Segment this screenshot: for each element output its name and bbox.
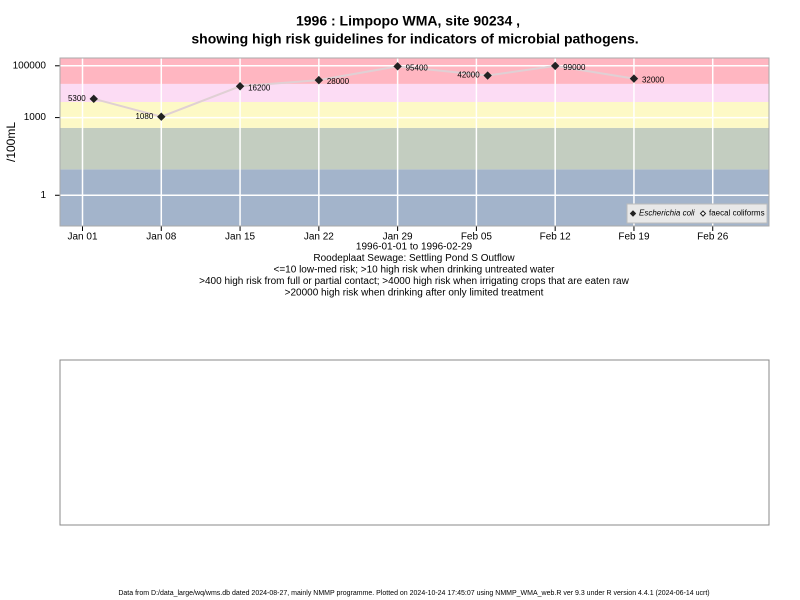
- y-axis-label: /100mL: [4, 122, 18, 162]
- data-point: [157, 112, 166, 121]
- plot-frame: [59, 57, 770, 227]
- x-tick-label: Jan 01: [67, 232, 97, 243]
- x-axis-label: 1996-01-01 to 1996-02-29: [356, 242, 473, 253]
- legend-marker: [699, 210, 707, 217]
- x-tick-label: Jan 08: [146, 232, 176, 243]
- data-point: [89, 94, 98, 104]
- risk-band: [60, 58, 769, 84]
- chart-title: 1996 : Limpopo WMA, site 90234 ,: [296, 13, 520, 29]
- footer: Data from D:/data_large/wq/wms.db dated …: [118, 590, 709, 597]
- y-tick-label: 1000: [24, 112, 47, 123]
- legend-label: faecal coliforms: [709, 209, 765, 218]
- legend-label: Escherichia coli: [639, 209, 695, 218]
- x-tick-label: Jan 29: [383, 232, 413, 243]
- data-point: [314, 75, 324, 85]
- empty-panel: [59, 359, 770, 526]
- data-label: 28000: [327, 77, 350, 86]
- x-axis-label: >20000 high risk when drinking after onl…: [285, 288, 544, 299]
- risk-band: [60, 127, 769, 170]
- data-label: 5300: [68, 94, 86, 103]
- x-axis-label: >400 high risk from full or partial cont…: [199, 276, 629, 287]
- data-point: [393, 62, 402, 71]
- x-tick-label: Feb 19: [618, 232, 650, 243]
- y-tick-label: 100000: [13, 60, 47, 71]
- legend-box: [626, 203, 768, 224]
- legend-marker: [629, 210, 637, 217]
- data-label: 42000: [457, 71, 480, 80]
- chart-subtitle: showing high risk guidelines for indicat…: [191, 31, 638, 47]
- x-tick-label: Feb 12: [540, 232, 572, 243]
- data-point: [629, 74, 639, 83]
- risk-band: [60, 101, 769, 128]
- y-tick-label: 1: [40, 190, 46, 201]
- x-axis-label: <=10 low-med risk; >10 high risk when dr…: [274, 265, 556, 276]
- x-tick-label: Jan 15: [225, 232, 255, 243]
- data-point: [483, 71, 492, 80]
- risk-band: [60, 83, 769, 102]
- data-point: [235, 82, 245, 91]
- data-label: 32000: [642, 76, 665, 85]
- legend: Escherichia coli faecal coliforms: [626, 203, 768, 224]
- x-tick-label: Feb 26: [697, 232, 729, 243]
- series-line: [93, 64, 635, 118]
- data-label: 95400: [406, 63, 429, 72]
- data-label: 1080: [135, 112, 153, 121]
- x-tick-label: Jan 22: [304, 232, 334, 243]
- data-label: 16200: [248, 83, 271, 92]
- data-point: [550, 61, 560, 71]
- x-axis-label: Roodeplaat Sewage: Settling Pond S Outfl…: [313, 253, 515, 264]
- x-tick-label: Feb 05: [461, 232, 493, 243]
- data-label: 99000: [563, 63, 586, 72]
